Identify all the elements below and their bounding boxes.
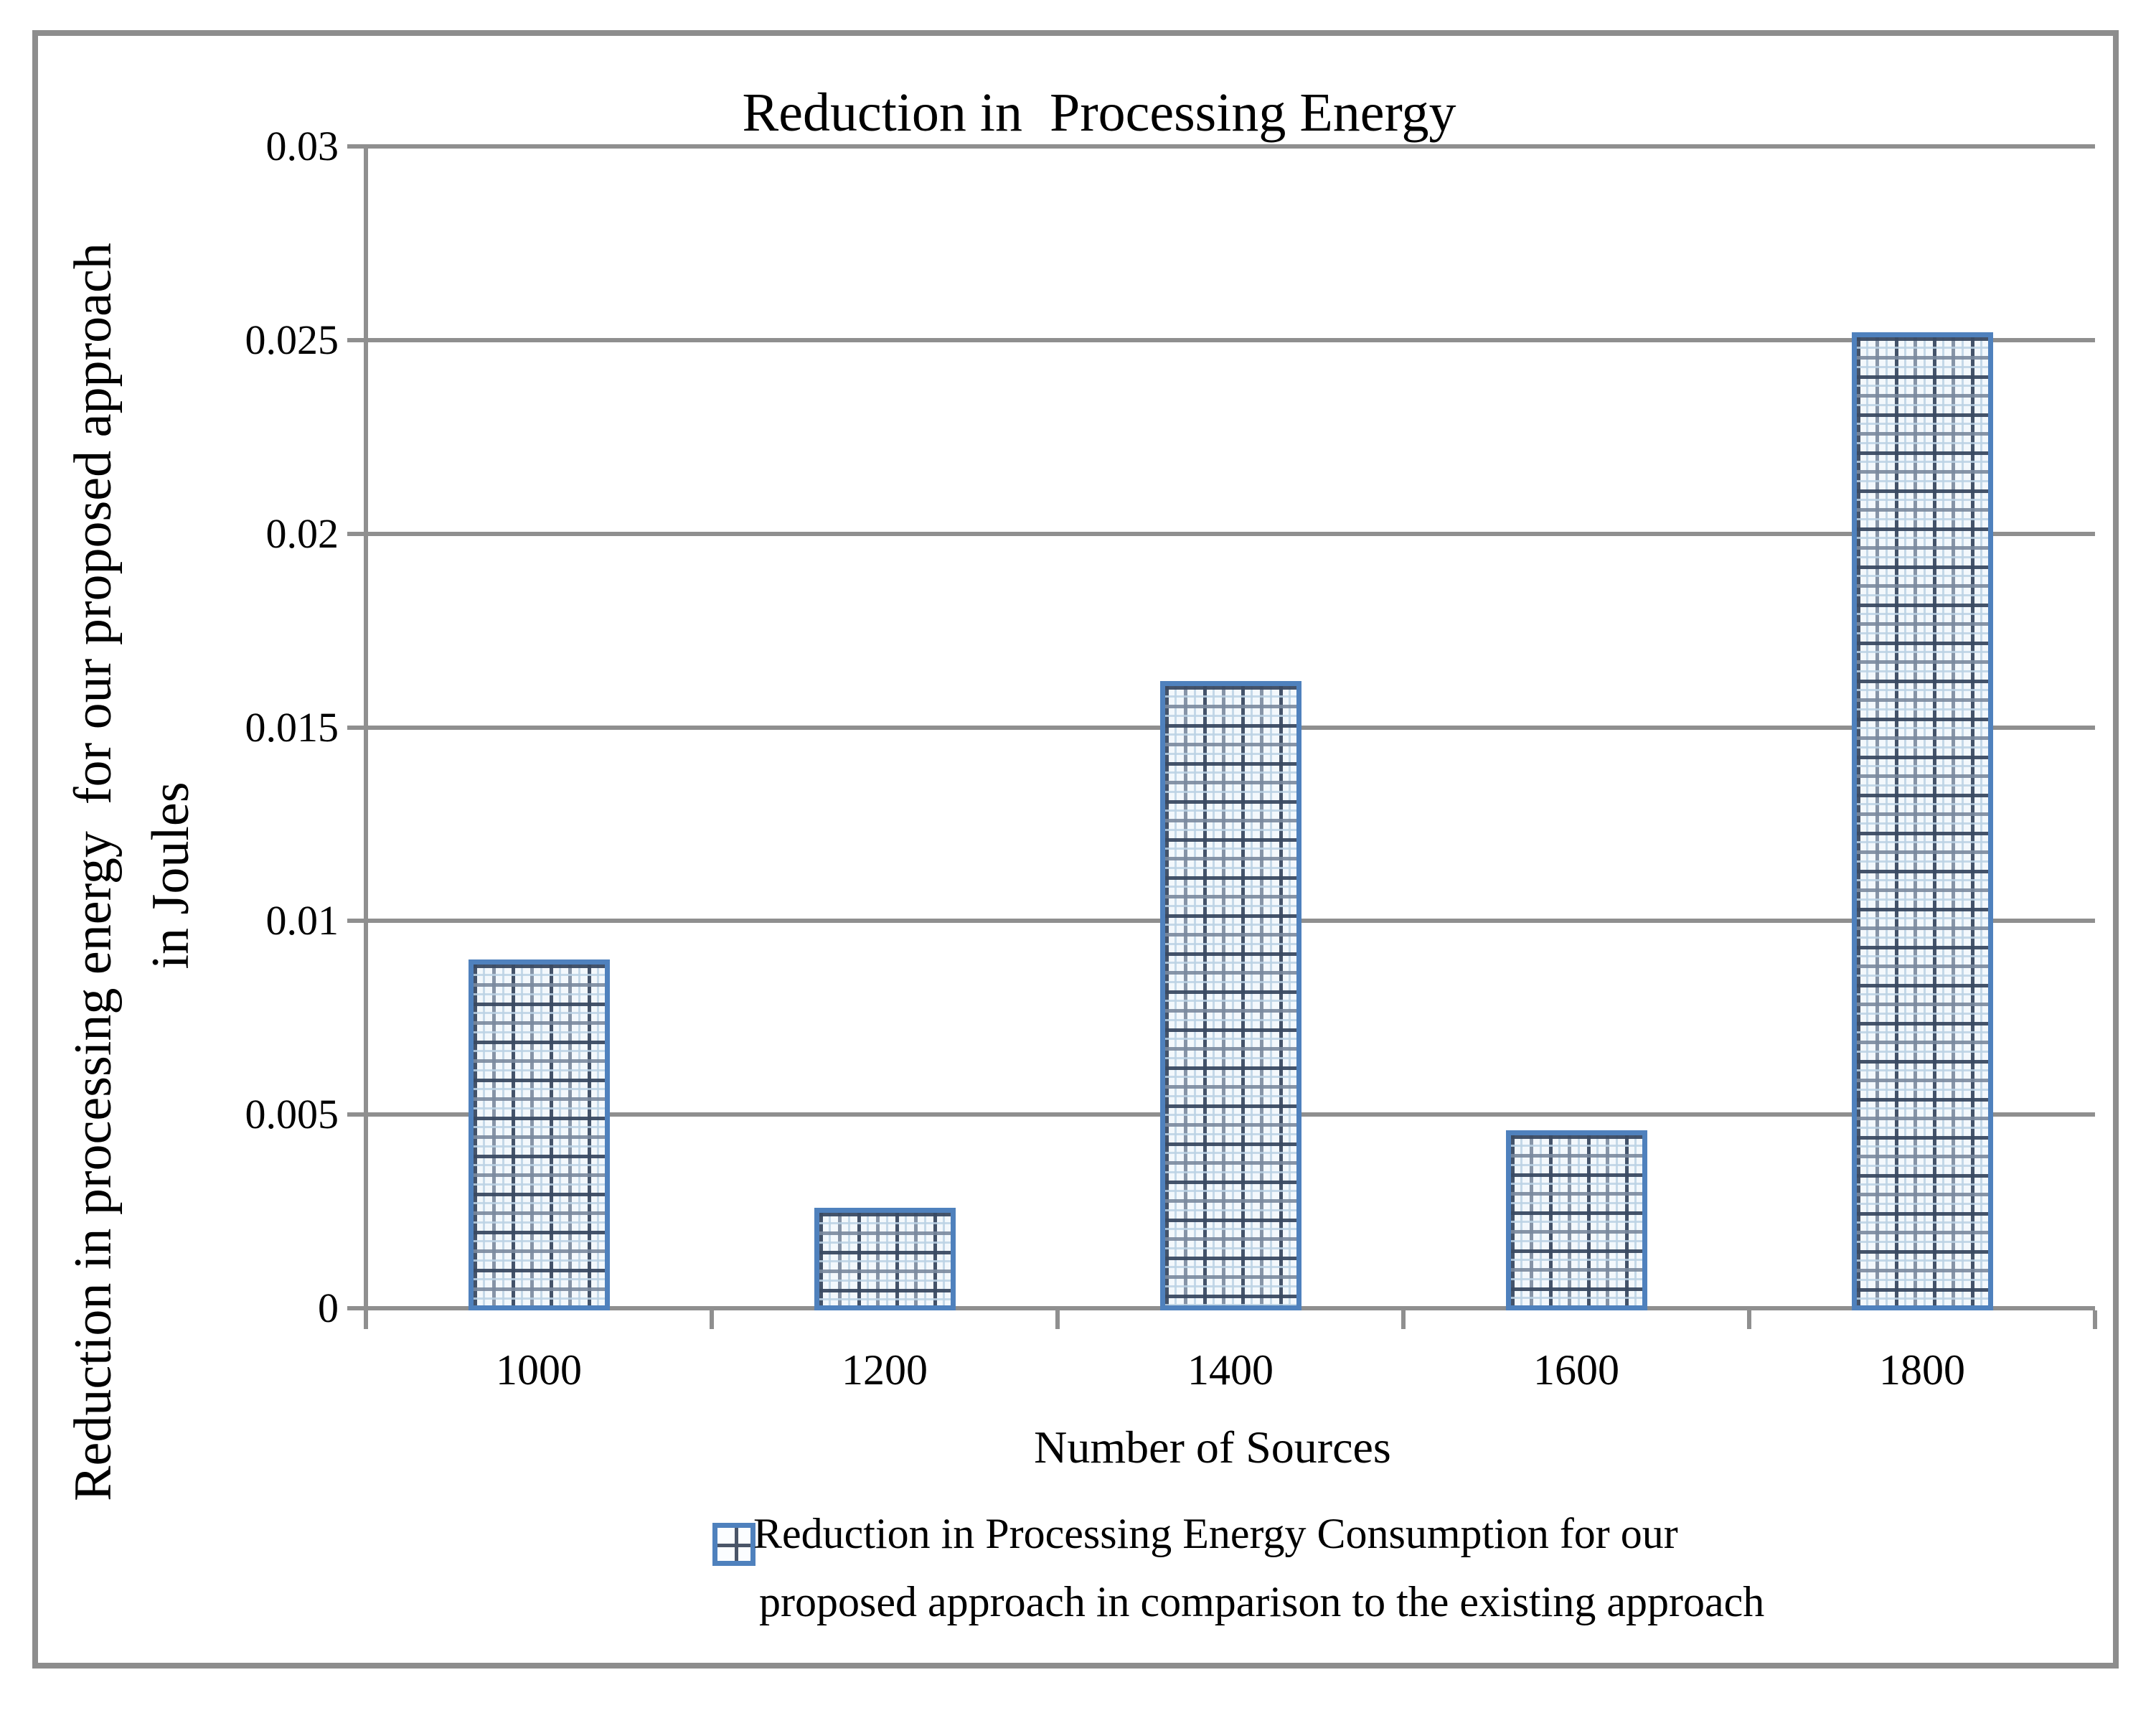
- legend-crosshatch-marker-icon: [712, 1523, 755, 1566]
- y-axis-title-line2: in Joules: [141, 782, 200, 970]
- figure-border: [32, 30, 2119, 1669]
- legend: Reduction in Processing Energy Consumpti…: [712, 1500, 2076, 1658]
- x-axis-title: Number of Sources: [1034, 1422, 1391, 1473]
- y-axis-title-line1: Reduction in processing energy for our p…: [64, 243, 123, 1501]
- y-axis-line: [364, 144, 368, 1329]
- chart-title: Reduction in Processing Energy: [742, 83, 1456, 143]
- legend-label-line2: proposed approach in comparison to the e…: [759, 1578, 1765, 1625]
- legend-label-line1: Reduction in Processing Energy Consumpti…: [753, 1510, 1678, 1557]
